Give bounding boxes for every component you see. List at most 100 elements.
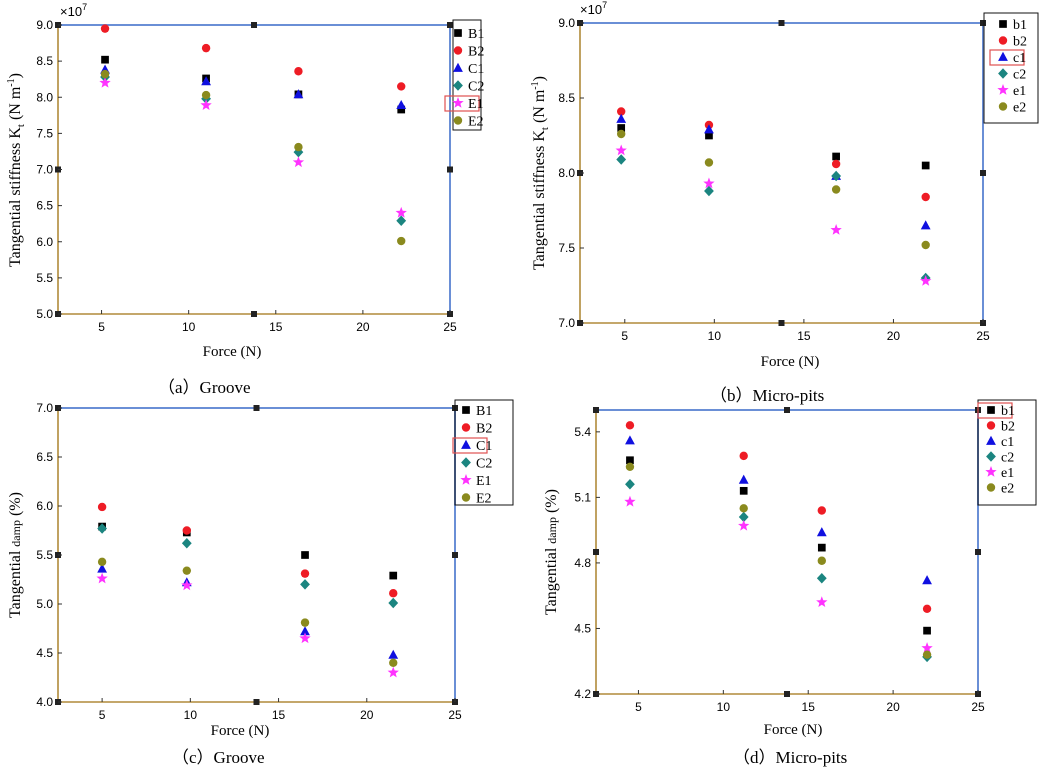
x-axis-label: Force (N) <box>203 344 262 360</box>
y-axis-label-part: (%) <box>7 492 24 520</box>
legend-label: c1 <box>1001 435 1014 450</box>
y-tick-label: 6.0 <box>36 499 53 513</box>
data-point-C1 <box>396 99 407 110</box>
frame-handle <box>447 166 453 173</box>
data-point-b2 <box>739 451 748 461</box>
legend-marker-b2 <box>986 421 996 430</box>
legend-marker-B1 <box>462 406 470 414</box>
data-point-b1 <box>923 626 931 635</box>
data-point-b1 <box>921 161 930 170</box>
y-tick-label: 5.0 <box>36 597 53 611</box>
legend-marker-e1 <box>997 84 1009 95</box>
frame-handle <box>784 691 790 697</box>
x-tick-label: 5 <box>98 320 105 334</box>
y-tick-label: 8.0 <box>36 90 53 104</box>
y-axis-label-part: t <box>539 127 551 130</box>
frame-handle <box>251 22 257 28</box>
legend-marker-C2 <box>461 457 471 468</box>
data-point-E1 <box>299 632 311 644</box>
y-axis-label-part: t <box>15 124 27 127</box>
data-point-E2 <box>97 557 107 567</box>
legend-marker-E1 <box>452 97 464 108</box>
x-tick-label: 15 <box>272 708 286 722</box>
y-axis-label: Tangential damp (%) <box>7 492 24 618</box>
y-tick-label: 5.5 <box>36 271 53 285</box>
x-axis-label: Force (N) <box>211 723 270 739</box>
legend-frame <box>983 12 1039 124</box>
data-point-E2 <box>397 236 406 246</box>
data-point-C2 <box>388 597 399 609</box>
legend-label: E1 <box>476 474 492 489</box>
frame-handle <box>975 549 981 555</box>
data-point-b2 <box>922 604 932 613</box>
data-point-b1 <box>617 124 626 132</box>
frame-handle <box>452 552 458 558</box>
data-point-E1 <box>99 76 111 88</box>
data-point-E1 <box>181 579 193 591</box>
x-tick-label: 15 <box>797 329 811 343</box>
data-point-E1 <box>200 99 212 111</box>
caption-c: （c）Groove <box>172 748 265 767</box>
data-point-e2 <box>625 462 635 471</box>
data-point-B2 <box>300 569 310 578</box>
data-point-b1 <box>739 486 748 495</box>
y-axis-label-part: damp <box>9 520 23 547</box>
legend-marker-C1 <box>461 439 471 449</box>
data-point-c1 <box>625 435 635 445</box>
legend-marker-C2 <box>453 80 463 91</box>
data-point-b1 <box>832 152 840 161</box>
legend-label: E1 <box>468 97 484 112</box>
data-point-c2 <box>616 154 627 165</box>
data-point-E1 <box>96 572 108 584</box>
x-tick-label: 25 <box>443 320 457 334</box>
chart-panel-3: 5 10 15 20 25 4.2 4.5 4.8 5.1 5.4 Force (N) Tangent… <box>543 399 1037 738</box>
legend-marker-e2 <box>998 102 1008 111</box>
y-tick-label: 9.0 <box>36 18 53 32</box>
exponent-base: ×10 <box>60 4 82 19</box>
data-point-e1 <box>830 224 842 235</box>
x-tick-label: 25 <box>976 329 990 343</box>
legend-highlight <box>452 437 488 454</box>
y-tick-label: 5.0 <box>36 307 53 321</box>
legend-marker-B1 <box>454 29 462 37</box>
y-tick-label: 7.0 <box>36 163 53 177</box>
legend-label: e2 <box>1013 101 1026 116</box>
data-point-C2 <box>97 523 108 534</box>
legend-frame <box>452 19 482 131</box>
legend-marker-E1 <box>460 474 472 485</box>
frame-handle <box>593 549 599 555</box>
legend-label: b2 <box>1013 35 1027 50</box>
x-tick-label: 5 <box>99 708 106 722</box>
data-point-C1 <box>300 626 310 636</box>
data-point-B1 <box>397 105 406 114</box>
caption-b: （b）Micro-pits <box>710 386 825 405</box>
y-tick-label: 4.0 <box>36 695 53 709</box>
x-tick-label: 20 <box>356 320 370 334</box>
data-point-C1 <box>97 563 108 573</box>
legend-marker-b1 <box>999 20 1007 28</box>
legend-label: e1 <box>1013 84 1026 99</box>
legend-marker-E2 <box>453 116 463 125</box>
data-point-C1 <box>293 89 304 99</box>
legend-label: C1 <box>476 439 492 454</box>
y-axis-label: Tangential damp (%) <box>543 489 560 615</box>
x-tick-label: 10 <box>182 320 196 334</box>
data-point-E1 <box>387 666 399 678</box>
data-point-B2 <box>201 43 211 53</box>
data-point-e1 <box>624 495 636 507</box>
x-tick-label: 10 <box>717 700 731 714</box>
data-point-c1 <box>816 527 827 537</box>
data-point-E1 <box>395 206 407 218</box>
legend-label: c1 <box>1013 51 1026 66</box>
caption-a: （a）Groove <box>158 378 251 397</box>
y-axis-label-part: ) <box>7 73 24 78</box>
frame-handle <box>980 170 986 176</box>
data-point-e2 <box>922 650 932 659</box>
x-tick-label: 5 <box>621 329 628 343</box>
legend-label: C2 <box>476 457 492 472</box>
legend-label: B2 <box>468 45 484 60</box>
legend-marker-E2 <box>461 493 471 502</box>
legend-marker-C1 <box>453 62 463 72</box>
data-point-C2 <box>396 215 407 227</box>
legend-label: b1 <box>1001 404 1015 419</box>
